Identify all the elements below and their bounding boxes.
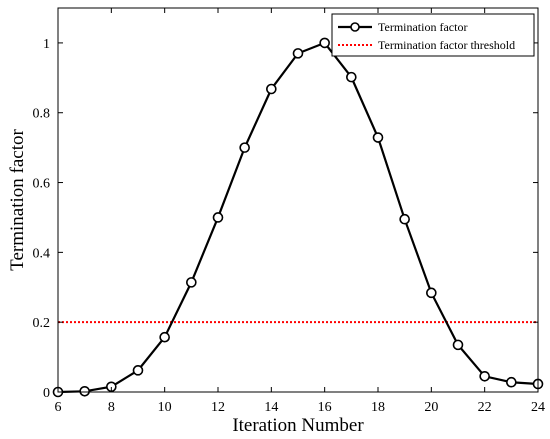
data-point [212,212,224,223]
x-tick-label: 8 [108,400,115,415]
x-tick-label: 18 [371,400,385,415]
data-point [266,83,277,95]
plot-frame [57,7,539,393]
x-tick-label: 20 [424,400,438,415]
y-tick-label: 0.6 [33,177,51,192]
y-tick-label: 0 [43,386,50,401]
data-point [319,37,330,49]
legend-box [331,13,535,57]
x-tick-label: 22 [478,400,492,415]
legend-label-series-2: Termination factor threshold [378,38,515,52]
data-point [292,48,304,59]
x-tick-label: 16 [318,400,332,415]
data-point [346,71,357,83]
data-point [506,376,517,388]
x-tick-label: 24 [531,400,545,415]
ticks-layer: 6 8 10 12 14 16 18 20 22 24 0 0.2 0.4 0.6 0.8 1 [33,8,545,415]
y-axis-title: Termination factor [7,129,28,271]
data-point [132,365,144,376]
legend-marker-series-1 [350,22,360,32]
legend: Termination factor Termination factor th… [331,13,535,57]
data-point [452,339,464,351]
data-point [159,331,170,343]
data-point [479,370,490,382]
data-point [79,386,90,397]
plot-area [58,8,538,392]
y-tick-label: 1 [43,37,50,52]
x-tick-label: 6 [55,400,62,415]
y-tick-label: 0.8 [33,107,51,122]
x-tick-label: 14 [264,400,278,415]
series-layer [52,37,544,398]
data-point [426,287,437,299]
data-point [399,213,410,225]
y-tick-label: 0.2 [33,316,51,331]
x-tick-label: 12 [211,400,225,415]
data-point [239,142,250,153]
x-tick-label: 10 [158,400,172,415]
y-tick-label: 0.4 [33,246,51,261]
legend-label-series-1: Termination factor [378,20,467,34]
data-point [372,132,384,143]
x-axis-title: Iteration Number [232,415,364,436]
data-point [186,277,197,288]
